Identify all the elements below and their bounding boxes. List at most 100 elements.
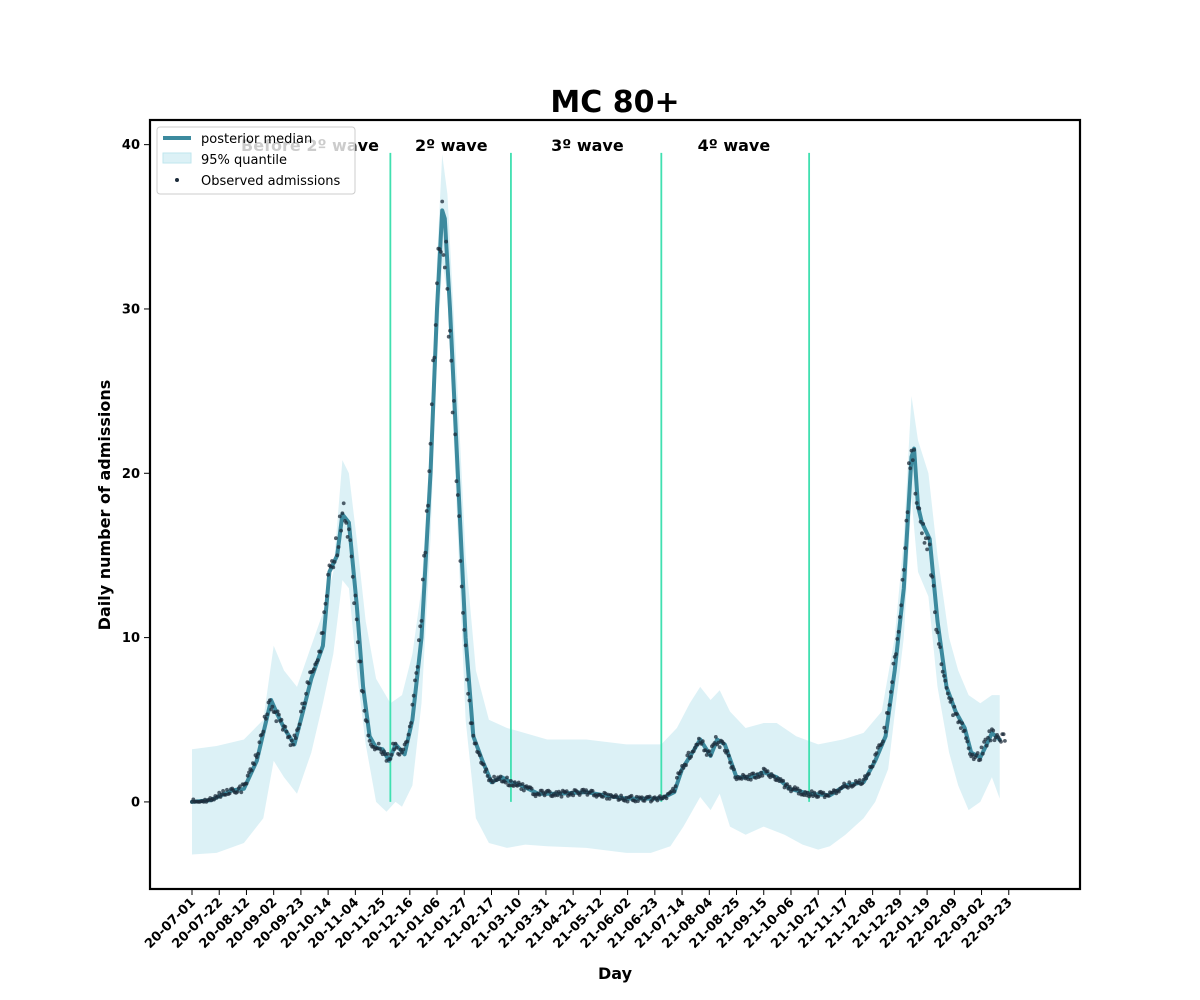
observed-point [935,630,940,635]
observed-point [423,550,428,555]
observed-point [315,658,320,663]
observed-point [344,521,349,525]
observed-point [264,716,268,721]
observed-point [267,698,272,703]
observed-point [872,759,876,764]
observed-point [700,739,705,744]
observed-point [547,790,552,794]
observed-point [787,784,792,789]
observed-point [398,747,403,752]
observed-point [726,753,731,758]
observed-point [708,753,713,757]
observed-point [584,788,588,793]
observed-point [760,773,765,778]
observed-point [441,253,446,257]
observed-point [542,793,547,798]
observed-point [444,239,448,244]
observed-point [717,745,722,750]
observed-point [449,358,454,363]
y-tick-label: 40 [122,138,140,153]
observed-point [927,542,932,547]
observed-point [445,287,450,291]
observed-point [361,689,365,694]
observed-point [378,747,382,751]
observed-point [936,642,941,646]
observed-point [429,402,434,407]
observed-point [393,741,398,746]
observed-point [457,514,461,518]
observed-point [931,583,936,588]
observed-point [704,753,709,757]
observed-point [564,789,569,793]
observed-point [401,747,406,752]
observed-point [426,503,430,508]
observed-point [686,750,691,755]
observed-point [470,721,474,726]
observed-point [664,796,669,801]
observed-point [347,527,351,532]
observed-point [417,638,421,643]
observed-point [249,768,254,773]
wave-label-3: 3º wave [551,136,624,155]
observed-point [601,795,605,799]
observed-point [302,701,307,706]
observed-point [798,788,802,793]
y-axis-label: Daily number of admissions [95,380,114,631]
observed-point [252,762,257,767]
observed-point [615,795,620,799]
observed-point [406,732,411,737]
observed-point [890,680,894,684]
observed-point [440,199,445,204]
observed-point [481,762,486,767]
observed-point [926,536,931,540]
observed-point [326,572,330,577]
observed-point [239,790,244,795]
observed-point [619,793,623,798]
observed-point [987,729,992,734]
observed-point [999,739,1003,744]
observed-point [453,432,458,437]
observed-point [655,798,660,803]
observed-point [324,594,329,598]
observed-point [306,681,311,686]
plot-frame [148,118,1082,891]
observed-point [221,789,226,793]
observed-point [365,719,369,724]
observed-point [367,739,372,743]
observed-point [414,671,419,675]
observed-point [874,751,879,755]
observed-point [881,739,885,744]
observed-point [256,751,260,756]
observed-point [394,745,399,750]
observed-point [955,712,959,716]
observed-point [721,741,726,746]
observed-point [904,518,909,523]
observed-point [433,323,438,327]
observed-point [435,281,439,286]
legend-band-swatch [162,152,192,164]
observed-point [913,491,918,496]
observed-point [337,514,342,519]
observed-point [289,738,294,743]
observed-point [920,531,924,536]
observed-point [675,775,679,780]
observed-point [707,749,712,753]
observed-point [477,753,482,758]
observed-point [795,786,800,791]
observed-point [356,640,360,645]
observed-point [509,779,513,783]
observed-point [462,628,467,632]
wave-label-2: 2º wave [415,136,488,155]
observed-point [485,774,490,778]
observed-point [930,574,935,579]
observed-point [304,691,308,696]
observed-point [279,717,284,722]
observed-point [227,791,232,796]
observed-point [945,691,950,696]
observed-point [353,593,358,598]
observed-point [428,441,433,446]
observed-point [978,757,983,762]
observed-point [284,729,289,734]
observed-point [424,509,429,513]
observed-point [388,757,393,761]
